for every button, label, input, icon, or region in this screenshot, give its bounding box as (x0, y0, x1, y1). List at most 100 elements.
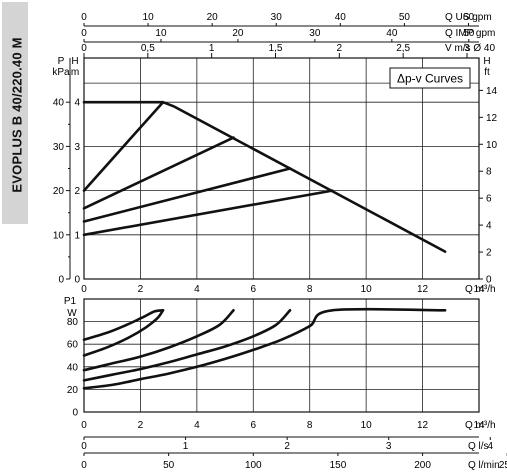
top-secondary-tick-label: 0 (81, 12, 87, 23)
p-kpa-tick-label: 10 (53, 230, 65, 241)
model-label-tab: EVOPLUS B 40/220.40 M (2, 2, 28, 224)
p-kpa-tick-label: 0 (58, 275, 64, 286)
bottom-secondary-tick-label: 250 (499, 460, 507, 471)
top-secondary-axis-label: Q US gpm (445, 12, 492, 23)
h-m-tick-label: 1 (74, 230, 80, 241)
head-curve-5 (82, 100, 447, 253)
h-ft-tick-label: 12 (486, 113, 498, 124)
power-curves (82, 307, 447, 390)
top-secondary-tick-label: 0 (81, 43, 87, 54)
top-secondary-tick-label: 20 (207, 12, 219, 23)
bottom-secondary-axis-label: Q l/s (468, 441, 489, 452)
h-m-tick-label: 4 (74, 98, 80, 109)
bottom-secondary-tick-label: 0 (81, 441, 87, 452)
top-secondary-tick-label: 0 (81, 28, 87, 39)
bottom-secondary-tick-label: 200 (414, 460, 431, 471)
top-secondary-tick-label: 10 (155, 28, 167, 39)
h-m-tick-label: 2 (74, 186, 80, 197)
top-x-tick-label: 8 (307, 284, 313, 295)
top-x-tick-label: 2 (138, 284, 144, 295)
top-secondary-tick-label: 3 (464, 43, 470, 54)
bottom-secondary-axis-label: Q l/min (468, 460, 500, 471)
top-secondary-tick-label: 40 (335, 12, 347, 23)
top-x-tick-label: 0 (81, 284, 87, 295)
power-curve-1 (82, 307, 447, 390)
power-curve-5 (82, 309, 165, 341)
p-axis-unit: kPa (52, 67, 70, 78)
h-ft-axis-unit: ft (484, 67, 490, 78)
power-curve-2 (82, 309, 292, 382)
head-curves (82, 100, 447, 253)
p1-tick-label: 60 (67, 340, 79, 351)
p1-tick-label: 20 (67, 385, 79, 396)
bottom-x-axis-label: Q m³/h (465, 420, 496, 431)
bottom-x-tick-label: 0 (81, 420, 87, 431)
head-curve-4 (82, 100, 165, 192)
top-secondary-tick-label: 50 (463, 28, 475, 39)
top-secondary-axis-label: V m/s Ø 40 (445, 43, 495, 54)
bottom-x-tick-label: 8 (307, 420, 313, 431)
bottom-secondary-tick-label: 150 (330, 460, 347, 471)
axes (66, 23, 507, 456)
top-x-tick-label: 6 (251, 284, 257, 295)
bottom-secondary-tick-label: 3 (386, 441, 392, 452)
top-secondary-tick-label: 40 (386, 28, 398, 39)
bottom-secondary-tick-label: 4 (488, 441, 494, 452)
top-chart-grid (83, 58, 480, 280)
bottom-secondary-tick-label: 0 (81, 460, 87, 471)
top-x-axis-label: Q m³/h (465, 284, 496, 295)
head-curve-2 (82, 167, 292, 223)
p-kpa-tick-label: 30 (53, 142, 65, 153)
top-secondary-tick-label: 2,5 (396, 43, 410, 54)
bottom-secondary-tick-label: 50 (163, 460, 175, 471)
bottom-secondary-tick-label: 100 (245, 460, 262, 471)
legend-box (389, 67, 471, 89)
top-secondary-tick-label: 30 (271, 12, 283, 23)
h-ft-tick-label: 14 (486, 86, 498, 97)
bottom-x-tick-label: 2 (138, 420, 144, 431)
top-secondary-tick-label: 10 (143, 12, 155, 23)
h-axis-title: H (71, 56, 78, 67)
h-m-tick-label: 0 (74, 275, 80, 286)
top-secondary-tick-label: 1 (209, 43, 215, 54)
h-ft-axis-title: H (483, 56, 490, 67)
top-secondary-tick-label: 1,5 (269, 43, 283, 54)
top-secondary-tick-label: 2 (337, 43, 343, 54)
bottom-x-tick-label: 14 (473, 420, 485, 431)
bottom-x-tick-label: 12 (417, 420, 429, 431)
bottom-secondary-tick-label: 1 (183, 441, 189, 452)
p-kpa-tick-label: 40 (53, 98, 65, 109)
bottom-x-tick-label: 10 (361, 420, 373, 431)
h-ft-tick-label: 8 (486, 167, 492, 178)
power-curve-4 (82, 309, 165, 357)
top-x-tick-label: 14 (473, 284, 485, 295)
p1-tick-label: 0 (72, 408, 78, 419)
head-curve-1 (82, 189, 334, 237)
power-curve-3 (82, 309, 235, 372)
top-secondary-tick-label: 50 (399, 12, 411, 23)
top-x-tick-label: 4 (194, 284, 200, 295)
axis-labels: 0022446688101012121414012340102030400246… (52, 12, 507, 471)
p1-tick-label: 80 (67, 317, 79, 328)
p1-tick-label: 40 (67, 362, 79, 373)
top-secondary-axis-label: Q IMP gpm (445, 28, 495, 39)
p1-axis-title: P1 (64, 296, 77, 307)
legend-text: Δp-v Curves (397, 72, 463, 86)
p-kpa-tick-label: 20 (53, 186, 65, 197)
h-ft-tick-label: 10 (486, 140, 498, 151)
top-plot-frame (83, 57, 480, 280)
h-ft-tick-label: 0 (486, 275, 492, 286)
h-ft-tick-label: 6 (486, 194, 492, 205)
top-secondary-tick-label: 20 (232, 28, 244, 39)
top-x-tick-label: 10 (361, 284, 373, 295)
p1-axis-unit: W (67, 308, 77, 319)
p-axis-title: P (58, 56, 65, 67)
bottom-x-tick-label: 4 (194, 420, 200, 431)
top-x-tick-label: 12 (417, 284, 429, 295)
bottom-secondary-tick-label: 2 (284, 441, 290, 452)
top-secondary-tick-label: 0,5 (141, 43, 155, 54)
h-axis-unit: m (71, 67, 79, 78)
h-ft-tick-label: 4 (486, 221, 492, 232)
top-secondary-tick-label: 30 (309, 28, 321, 39)
